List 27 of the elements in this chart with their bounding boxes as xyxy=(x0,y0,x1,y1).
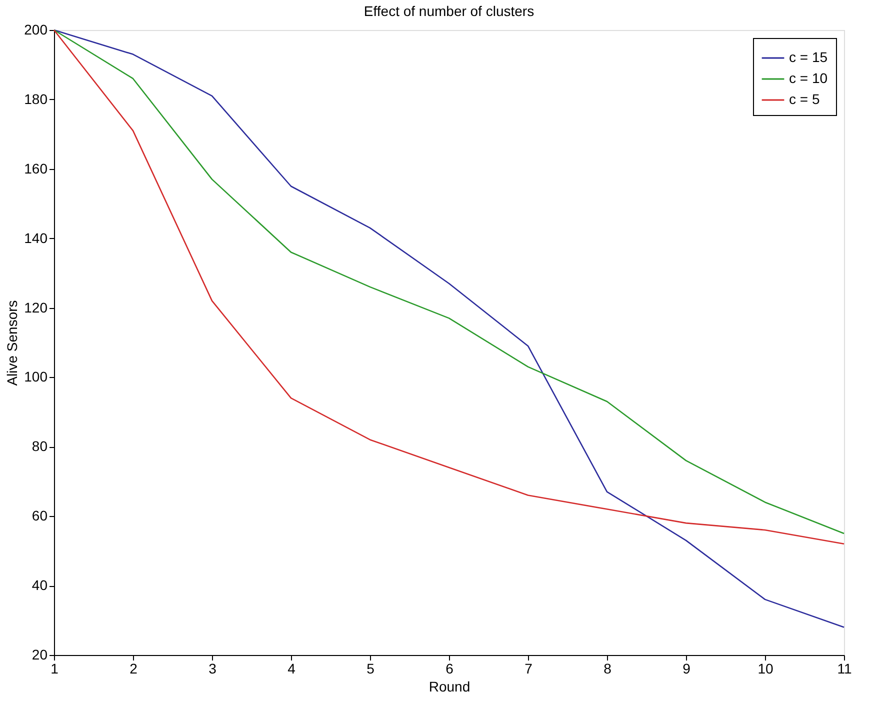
y-tick-label: 80 xyxy=(32,438,48,454)
chart-title: Effect of number of clusters xyxy=(364,3,534,19)
legend-label: c = 10 xyxy=(789,70,828,86)
x-tick-label: 7 xyxy=(524,660,533,676)
y-tick-label: 20 xyxy=(32,646,48,662)
x-tick-label: 5 xyxy=(366,660,375,676)
x-tick-label: 11 xyxy=(837,660,852,676)
x-tick-label: 8 xyxy=(604,660,612,676)
x-tick-label: 3 xyxy=(208,660,217,676)
y-tick-label: 120 xyxy=(24,299,48,316)
x-tick-label: 4 xyxy=(288,660,296,676)
x-tick-label: 10 xyxy=(758,660,774,676)
y-tick-label: 140 xyxy=(24,230,48,246)
y-tick-label: 100 xyxy=(24,368,48,385)
x-tick-label: 9 xyxy=(682,660,691,676)
x-tick-label: 6 xyxy=(446,660,454,676)
y-tick-label: 40 xyxy=(32,577,48,594)
y-axis-title: Alive Sensors xyxy=(4,300,20,386)
x-tick-label: 1 xyxy=(50,660,59,676)
y-tick-label: 200 xyxy=(24,22,48,38)
y-tick-label: 160 xyxy=(24,160,48,176)
legend-label: c = 5 xyxy=(789,91,820,107)
x-tick-label: 2 xyxy=(130,660,138,676)
y-tick-label: 60 xyxy=(32,508,48,524)
x-axis-title: Round xyxy=(428,678,470,694)
y-tick-label: 180 xyxy=(24,90,48,107)
legend-label: c = 15 xyxy=(789,49,828,65)
